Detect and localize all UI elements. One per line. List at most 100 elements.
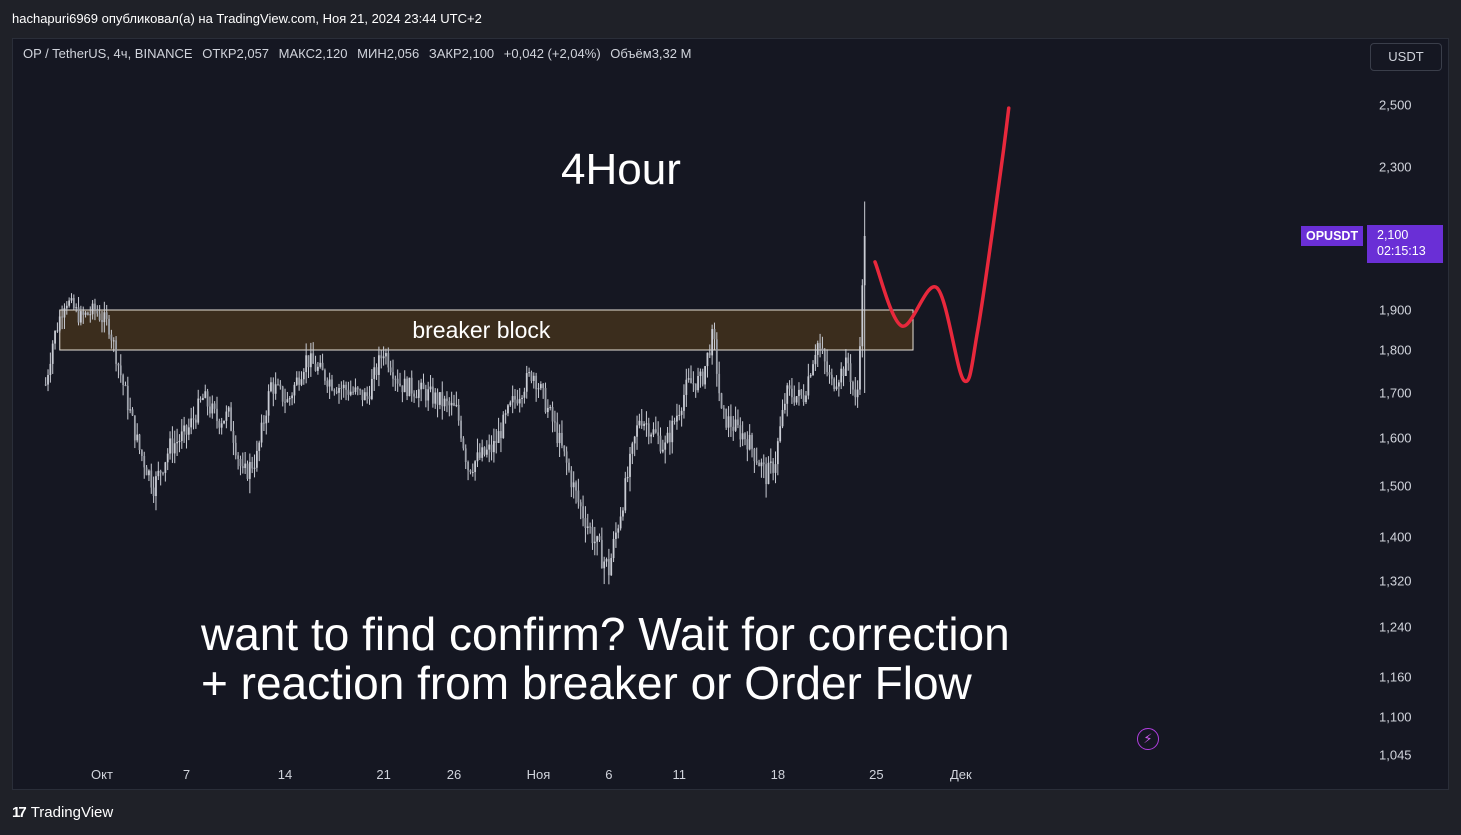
candle-body [387, 353, 390, 368]
candle-body [138, 434, 141, 451]
candle-body [115, 340, 117, 364]
candle-body [382, 356, 385, 359]
candle-body [774, 464, 777, 473]
candle-body [734, 419, 737, 431]
candle-body [281, 386, 284, 402]
candle-body [319, 362, 322, 367]
candle-body [556, 422, 559, 444]
candle-body [657, 432, 660, 436]
candle-body [140, 450, 143, 456]
candle-body [84, 312, 87, 315]
candle-body [227, 407, 230, 412]
price-chart[interactable]: 2,500 2,300 2,100 1,900 1,800 1,700 1,600 1,500… [13, 39, 1449, 790]
candle-body [828, 372, 831, 375]
candle-body [798, 389, 800, 397]
candle-body [241, 466, 244, 469]
candle-body [615, 532, 617, 539]
candle-body [291, 395, 293, 399]
candle-body [805, 395, 807, 403]
candle-body [309, 353, 312, 368]
candle-body [363, 392, 366, 401]
candle-body [629, 453, 631, 477]
candle-body [223, 420, 225, 424]
candle-body [593, 541, 596, 544]
candle-body [288, 398, 291, 400]
candle-body [246, 463, 249, 479]
candle-body [396, 378, 399, 384]
candle-body [220, 423, 223, 428]
candle-body [408, 377, 411, 397]
y-tick-label: 2,300 [1379, 160, 1412, 175]
candle-body [187, 427, 190, 435]
candle-body [600, 539, 603, 569]
candle-body [476, 452, 479, 462]
candle-body [852, 382, 854, 390]
candle-body [356, 387, 359, 390]
x-tick-label: 18 [771, 767, 785, 782]
candle-body [591, 526, 594, 544]
candle-body [730, 416, 732, 427]
candle-body [279, 384, 282, 387]
candle-body [762, 462, 765, 465]
candle-body [596, 536, 599, 542]
candle-body [300, 379, 303, 385]
candle-body [98, 313, 101, 321]
y-tick-label: 1,100 [1379, 710, 1412, 725]
symbol-legend: OP / TetherUS, 4ч, BINANCE ОТКР2,057 МАК… [23, 46, 697, 61]
candle-body [335, 391, 338, 393]
candle-body [260, 422, 263, 443]
candle-body [373, 367, 376, 379]
candle-body [701, 371, 704, 385]
candle-body [101, 320, 103, 323]
candle-body [802, 395, 805, 403]
candle-body [572, 482, 575, 488]
candle-body [199, 398, 202, 400]
candle-body [406, 378, 408, 397]
footer: 17 TradingView [0, 795, 1461, 835]
candle-body [814, 354, 817, 365]
candle-body [758, 462, 760, 467]
candle-body [171, 438, 174, 454]
candle-body [58, 316, 61, 331]
candle-body [44, 384, 47, 386]
candle-body [521, 397, 523, 399]
candle-body [272, 382, 275, 394]
candle-body [157, 470, 160, 477]
candle-body [148, 470, 150, 476]
candle-body [91, 303, 94, 315]
candle-body [713, 329, 716, 340]
candle-body [392, 372, 394, 379]
candle-body [352, 391, 354, 393]
candle-body [516, 399, 519, 404]
candle-body [840, 368, 843, 383]
tradingview-logo[interactable]: 17 TradingView [12, 804, 113, 821]
candle-body [631, 443, 634, 454]
candle-body [732, 426, 735, 431]
candle-body [204, 391, 207, 398]
candle-body [704, 366, 706, 385]
candle-body [420, 382, 423, 390]
candle-body [650, 434, 653, 437]
y-tick-label: 1,900 [1379, 303, 1412, 318]
candle-body [563, 445, 566, 452]
candle-body [633, 436, 636, 444]
y-tick-label: 1,045 [1379, 748, 1412, 763]
candle-body [507, 405, 509, 414]
candle-body [654, 429, 657, 433]
candle-body [659, 435, 662, 452]
candle-body [561, 432, 563, 446]
currency-button[interactable]: USDT [1370, 43, 1442, 71]
lightning-icon[interactable]: ⚡ [1137, 728, 1159, 750]
candle-body [690, 378, 692, 384]
candle-body [861, 285, 864, 347]
x-tick-label: Дек [950, 767, 972, 782]
y-tick-label: 2,500 [1379, 98, 1412, 113]
candle-body [624, 478, 627, 511]
candle-body [485, 449, 488, 455]
chart-panel[interactable]: 2,500 2,300 2,100 1,900 1,800 1,700 1,600 1,500… [12, 38, 1449, 790]
candle-body [424, 388, 427, 401]
candle-body [847, 357, 850, 364]
y-tick-label: 1,400 [1379, 530, 1412, 545]
candle-body [546, 407, 549, 413]
candle-body [274, 384, 277, 394]
